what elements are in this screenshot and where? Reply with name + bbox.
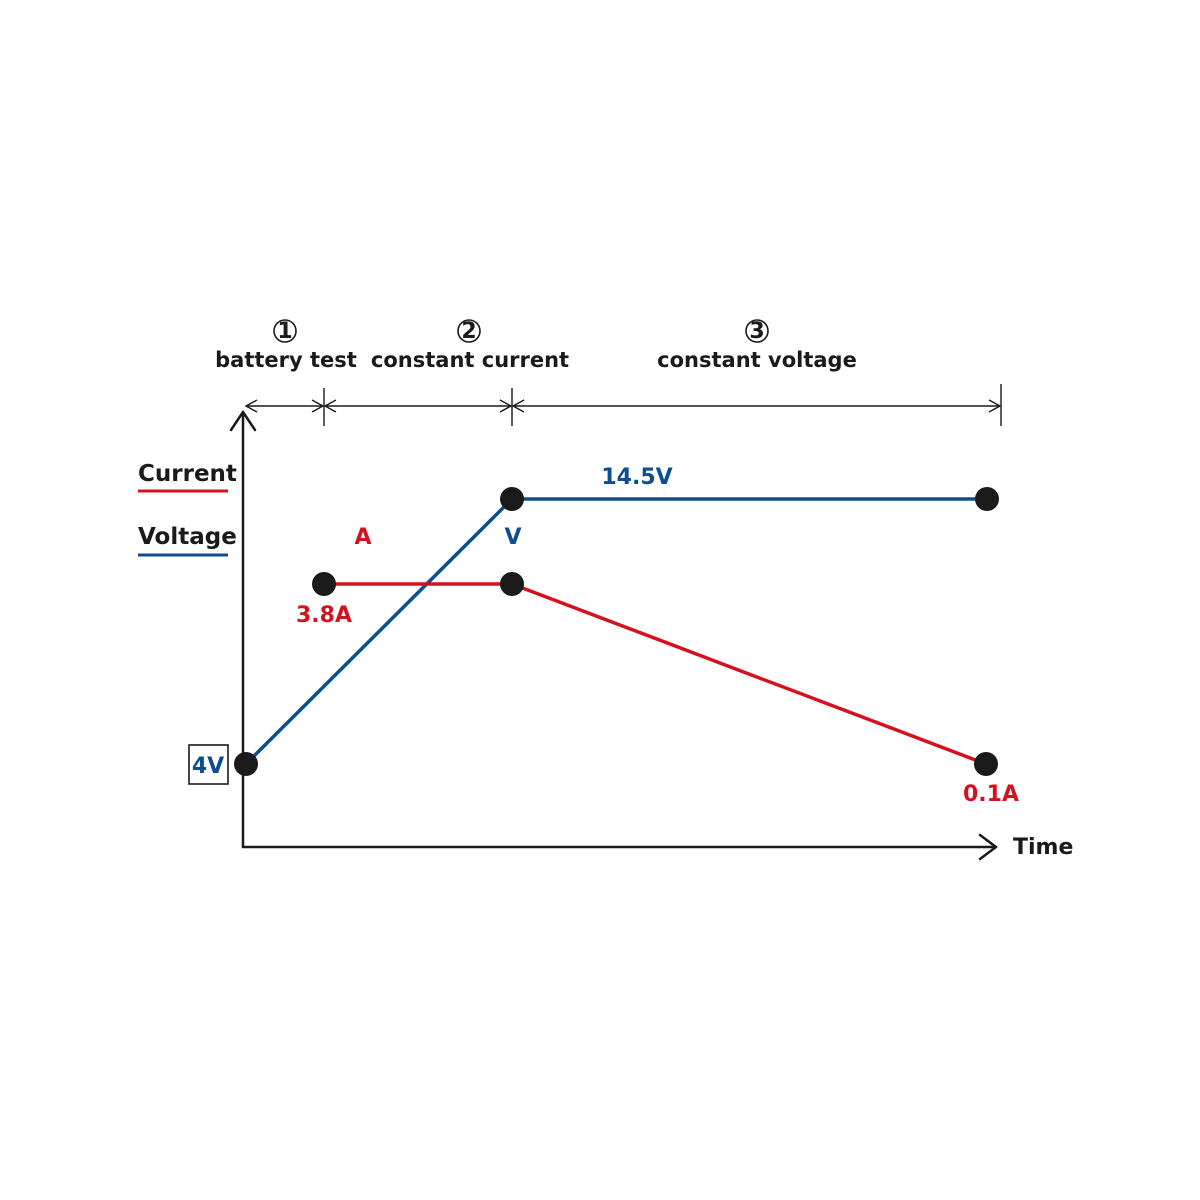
- end-current-label: 0.1A: [963, 782, 1019, 807]
- cv-voltage-label: 14.5V: [601, 465, 672, 490]
- stage-1-header: 1 battery test: [215, 319, 357, 372]
- current-marker-label: A: [354, 525, 371, 550]
- stage-2-number-circle: [457, 319, 481, 343]
- stage-3-name: constant voltage: [657, 348, 857, 372]
- legend: Current Voltage: [138, 461, 237, 557]
- point-cc-end: [500, 572, 524, 596]
- x-axis-arrowhead: [978, 833, 998, 861]
- stage-3-header: 3 constant voltage: [657, 319, 857, 372]
- stage-3-number: 3: [749, 319, 764, 344]
- voltage-ramp-segment: [244, 497, 514, 766]
- point-voltage-end: [975, 487, 999, 511]
- start-voltage-label: 4V: [192, 754, 224, 779]
- voltage-marker-label: V: [504, 525, 521, 550]
- stage-3-number-circle: [745, 319, 769, 343]
- stage-2-header: 2 constant current: [371, 319, 569, 372]
- legend-current-label: Current: [138, 461, 237, 487]
- stage-1-name: battery test: [215, 348, 357, 372]
- point-cc-start: [312, 572, 336, 596]
- point-voltage-peak: [500, 487, 524, 511]
- cc-current-label: 3.8A: [296, 603, 352, 628]
- legend-voltage-label: Voltage: [138, 524, 237, 550]
- point-start-voltage: [234, 752, 258, 776]
- voltage-curve: [244, 497, 987, 766]
- stage-2-number: 2: [461, 319, 476, 344]
- current-curve: [324, 582, 987, 766]
- stage-2-name: constant current: [371, 348, 569, 372]
- stage-1-number-circle: [273, 319, 297, 343]
- x-axis-label: Time: [1013, 835, 1073, 860]
- current-taper-segment: [511, 582, 987, 766]
- stage-dimension-lines: [244, 384, 1002, 426]
- start-voltage-box: [188, 744, 229, 785]
- y-axis-arrowhead: [229, 410, 257, 432]
- stage-1-number: 1: [277, 319, 292, 344]
- point-current-end: [974, 752, 998, 776]
- curve-points: [234, 487, 999, 776]
